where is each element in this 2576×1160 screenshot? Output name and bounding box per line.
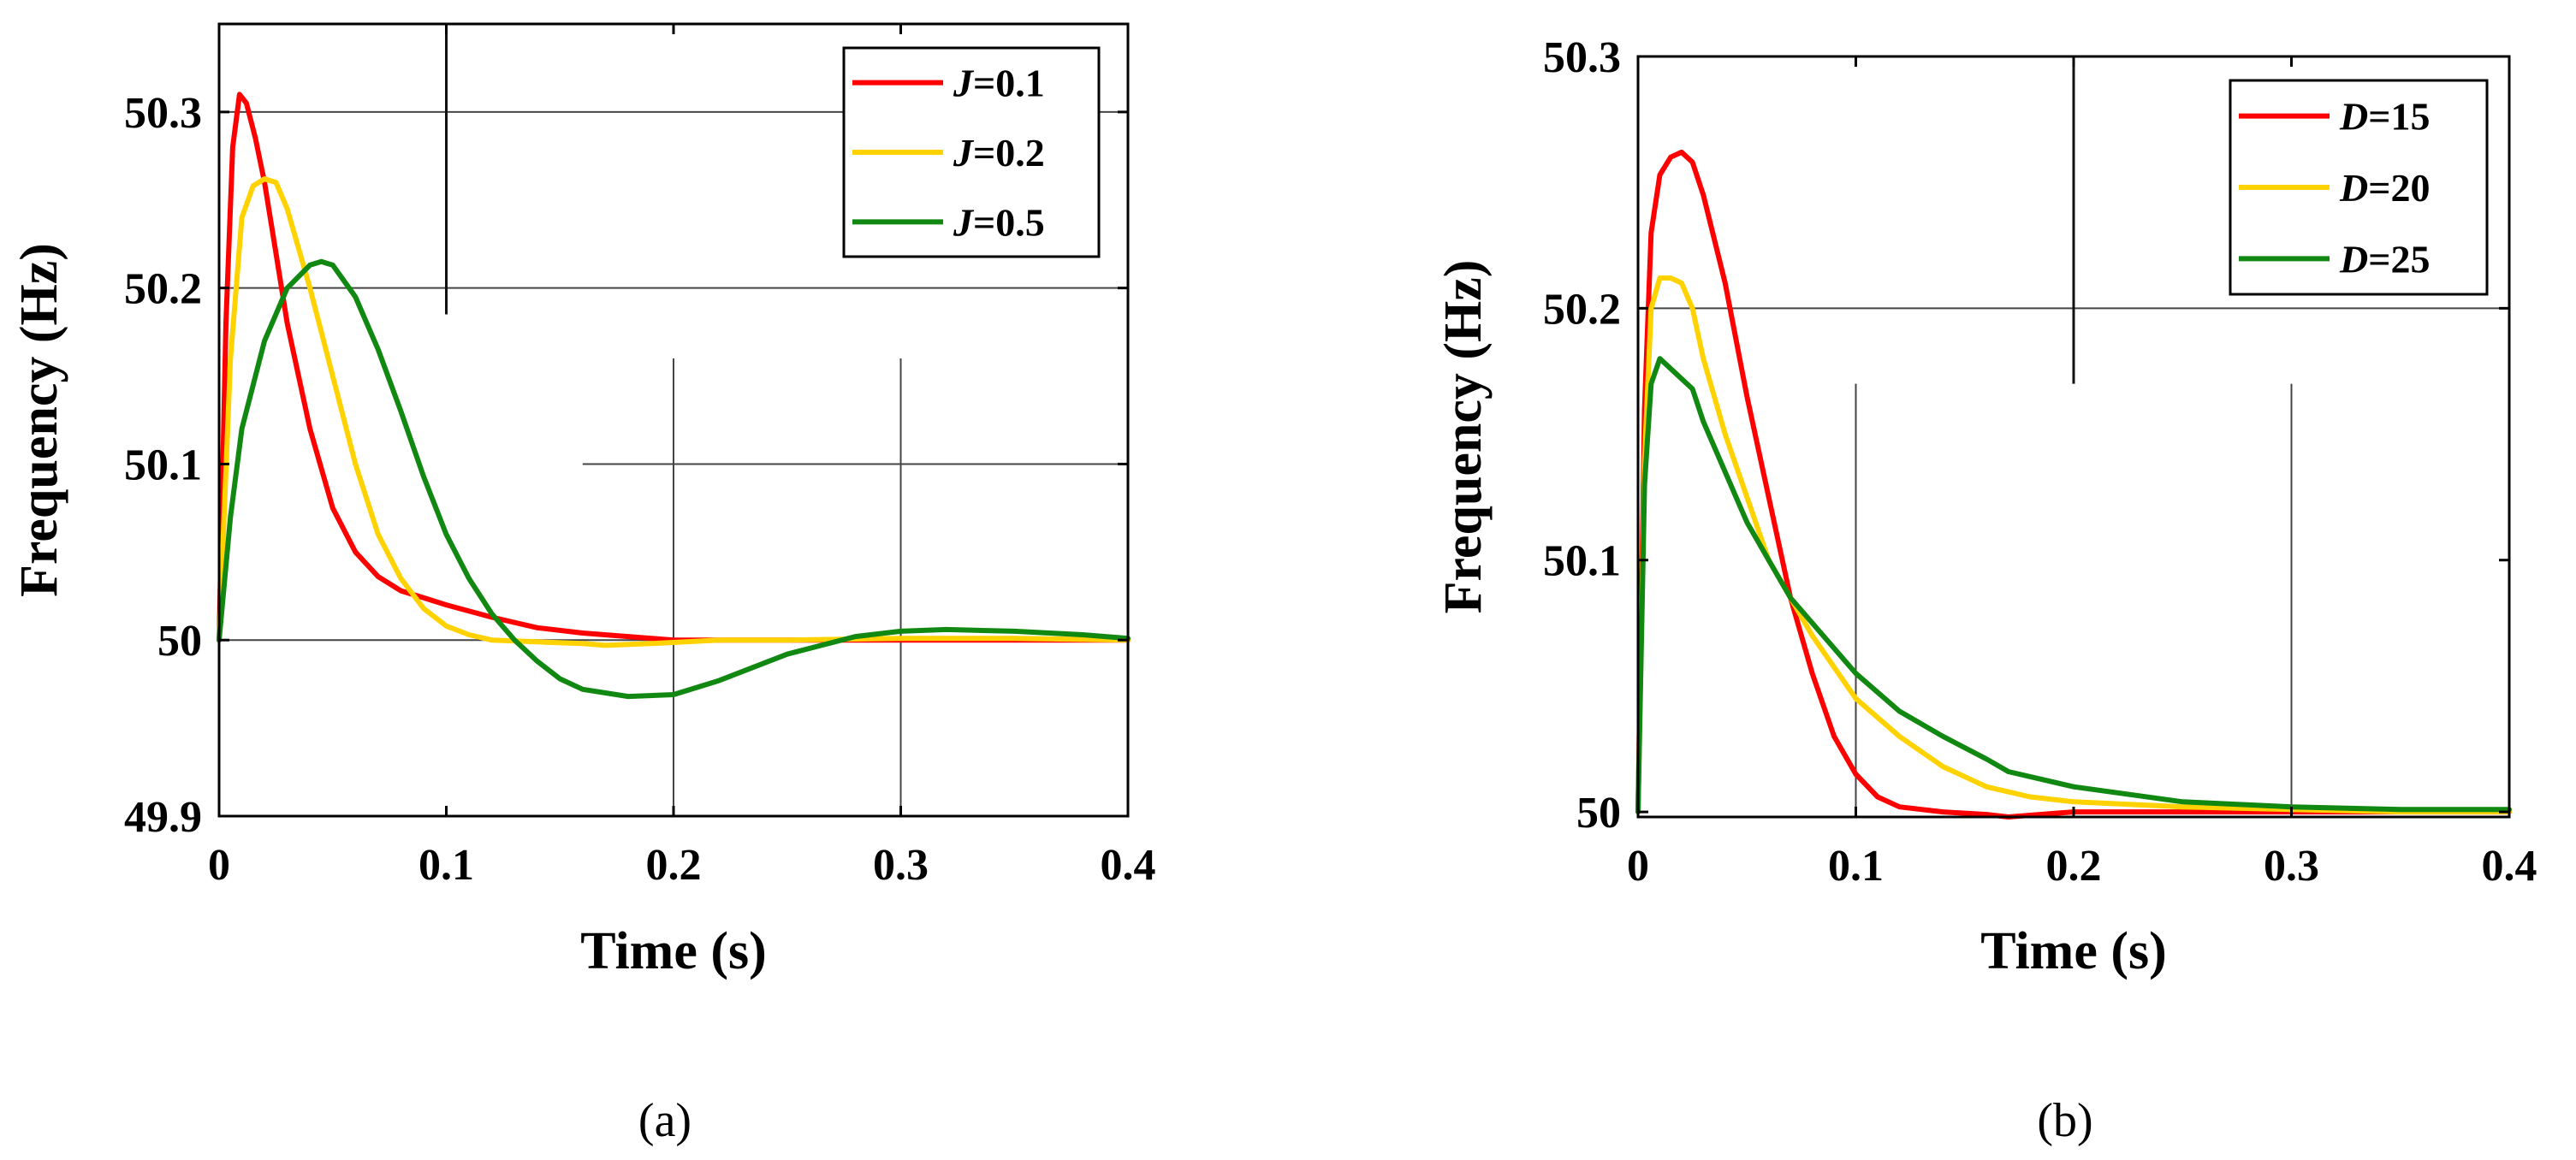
legend: J=0.1J=0.2J=0.5 [842,46,1101,258]
legend-value: =0.5 [973,200,1045,244]
y-tick-label: 50.3 [124,89,202,138]
legend-value: =15 [2368,95,2430,139]
x-tick-label: 0.1 [1828,842,1884,891]
x-tick-label: 0.4 [2482,842,2537,891]
legend-label: D=20 [2339,166,2430,210]
panel-caption: (b) [2037,1094,2092,1147]
legend-param: D [2339,237,2368,281]
y-tick-label: 50.1 [124,441,202,489]
legend-param: J [953,131,975,175]
x-tick-label: 0.1 [418,841,474,890]
series-line-d-25 [1635,356,2512,815]
legend-value: =0.1 [973,62,1045,105]
legend-label: D=25 [2339,237,2430,281]
series-line-j-0-5 [217,258,1131,700]
legend-label: J=0.5 [953,200,1045,244]
legend-label: J=0.2 [953,131,1045,175]
legend-value: =0.2 [973,131,1045,175]
x-tick-label: 0.2 [2046,842,2102,891]
legend-param: J [953,200,975,244]
x-tick-label: 0.2 [646,841,702,890]
panel-caption: (a) [638,1094,691,1147]
x-tick-label: 0 [1627,842,1649,891]
y-tick-label: 50.3 [1543,33,1621,82]
x-tick-label: 0 [208,841,230,890]
legend-param: D [2339,95,2368,139]
y-tick-label: 50.2 [124,265,202,314]
series-line-j-0-2 [217,176,1131,648]
y-tick-label: 50 [1576,789,1621,837]
series-line-j-0-1 [217,92,1131,643]
legend-param: J [953,62,975,105]
legend-label: J=0.1 [953,62,1045,105]
x-tick-label: 0.3 [2264,842,2319,891]
x-tick-label: 0.3 [873,841,929,890]
y-tick-label: 50.1 [1543,537,1621,586]
y-tick-label: 50 [157,617,202,666]
y-tick-label: 49.9 [124,793,202,842]
legend: D=15D=20D=25 [2229,79,2489,296]
y-axis-label: Frequency (Hz) [1434,260,1493,614]
x-axis-label: Time (s) [580,922,767,980]
legend-label: D=15 [2339,95,2430,139]
x-axis-label: Time (s) [1980,922,2167,980]
y-tick-label: 50.2 [1543,285,1621,334]
legend-value: =20 [2368,166,2430,210]
legend-value: =25 [2368,237,2430,281]
chart-panel-a: 0 0.1 0.2 0.3 0.4 49.9 50 50.1 50.2 50.3 Time (s) F… [10,22,1156,1147]
chart-panel-b: 0 0.1 0.2 0.3 0.4 50 50.1 50.2 50.3 Time (s) Frequ… [1434,33,2537,1147]
x-tick-label: 0.4 [1101,841,1156,890]
legend-param: D [2339,166,2368,210]
y-axis-label: Frequency (Hz) [10,243,68,597]
